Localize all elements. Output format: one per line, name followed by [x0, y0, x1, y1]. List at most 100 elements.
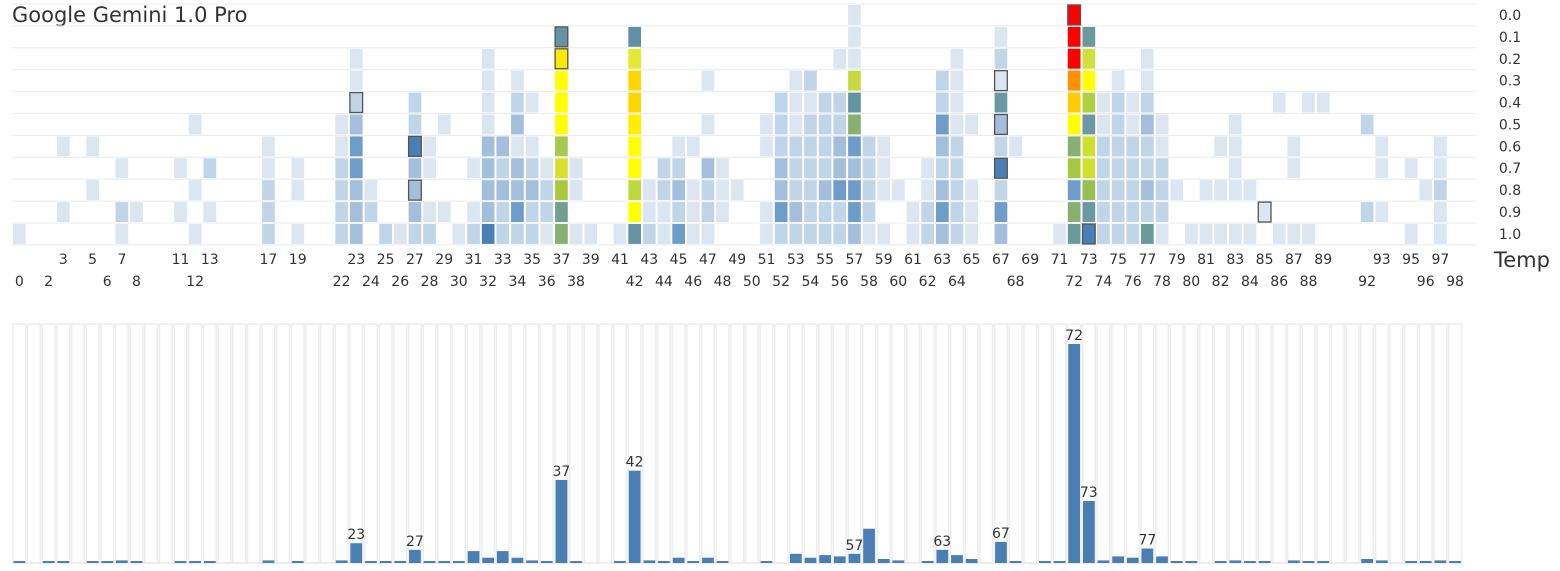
heatmap-cell — [862, 202, 876, 222]
bar — [555, 479, 568, 563]
bar — [643, 560, 656, 563]
heatmap-cell — [407, 135, 422, 157]
bar-column-bg — [774, 323, 789, 564]
heatmap-x-tick: 5 — [88, 252, 97, 268]
heatmap-y-tick: 0.6 — [1499, 139, 1521, 155]
heatmap-x-tick: 8 — [132, 274, 141, 290]
heatmap-cell — [1082, 114, 1096, 135]
heatmap-cell — [672, 202, 685, 222]
heatmap-cell — [628, 202, 641, 222]
heatmap-cell — [335, 180, 348, 201]
bar — [921, 561, 934, 563]
bar — [628, 470, 641, 563]
heatmap-cell — [364, 180, 378, 201]
bar-column-bg — [158, 323, 173, 564]
heatmap-x-tick: 98 — [1446, 274, 1464, 290]
bar — [892, 560, 905, 563]
heatmap-cell — [760, 136, 773, 157]
heatmap-cell — [1082, 202, 1096, 222]
heatmap-cell — [1155, 158, 1169, 179]
heatmap-cell — [833, 180, 847, 201]
heatmap-cell — [174, 202, 187, 222]
heatmap-x-tick: 97 — [1431, 252, 1449, 268]
heatmap-cell — [1229, 180, 1242, 201]
bar-column-bg — [1242, 323, 1258, 564]
heatmap-cell — [1155, 136, 1169, 157]
heatmap-x-tick: 54 — [801, 274, 819, 290]
heatmap-cell — [774, 114, 788, 135]
bar-column-bg — [568, 323, 584, 564]
bar — [672, 557, 685, 563]
heatmap-cell — [1067, 26, 1081, 47]
bar — [174, 561, 187, 563]
heatmap-cell — [993, 113, 1008, 136]
heatmap-cell — [555, 158, 568, 179]
bar — [438, 561, 451, 563]
bar — [1288, 560, 1300, 563]
heatmap-cell — [1097, 202, 1110, 222]
heatmap-cell — [1111, 114, 1125, 135]
bar — [453, 561, 465, 563]
heatmap-cell — [569, 224, 583, 244]
bar-data-label: 73 — [1080, 485, 1098, 501]
heatmap-cell — [921, 224, 934, 244]
heatmap-cell — [1434, 202, 1447, 222]
heatmap-cell — [407, 179, 422, 201]
bar — [1068, 344, 1080, 563]
heatmap-cell — [467, 158, 480, 179]
heatmap-cell — [1141, 180, 1154, 201]
bar-column-bg — [495, 323, 510, 564]
heatmap-cell — [349, 91, 364, 114]
bar-column-bg — [1272, 323, 1287, 564]
heatmap-cell — [936, 114, 949, 135]
heatmap-cell — [1375, 202, 1389, 222]
bar — [570, 561, 582, 563]
bar — [1053, 561, 1066, 563]
heatmap-cell — [818, 202, 832, 222]
heatmap-cell — [1067, 92, 1081, 113]
heatmap-cell — [554, 26, 569, 48]
bar-data-label: 72 — [1065, 328, 1083, 344]
heatmap-cell — [467, 202, 480, 222]
heatmap-x-tick: 88 — [1300, 274, 1318, 290]
bar-column-bg — [1008, 323, 1023, 564]
heatmap-cell — [1067, 202, 1081, 222]
heatmap-x-tick: 89 — [1314, 252, 1332, 268]
heatmap-cell — [1067, 224, 1081, 244]
heatmap-cell — [423, 158, 436, 179]
heatmap-cell — [950, 48, 964, 69]
heatmap-cell — [643, 202, 656, 222]
bar-column-bg — [891, 323, 906, 564]
heatmap-x-tick: 76 — [1124, 274, 1142, 290]
heatmap-cell — [877, 180, 891, 201]
heatmap-cell — [584, 224, 598, 244]
heatmap-x-tick: 64 — [948, 274, 966, 290]
bar-column-bg — [1213, 323, 1228, 564]
bar — [335, 560, 348, 563]
bar-column-bg — [1316, 323, 1331, 564]
heatmap-cell — [1141, 114, 1154, 135]
heatmap-cell — [950, 70, 964, 91]
heatmap-cell — [848, 92, 861, 113]
heatmap-cell — [1097, 114, 1110, 135]
heatmap-cell — [921, 180, 934, 201]
heatmap-cell — [555, 202, 568, 222]
bar-column-bg — [1023, 323, 1038, 564]
heatmap-cell — [496, 224, 510, 244]
heatmap-cell — [672, 158, 685, 179]
heatmap-cell — [437, 202, 451, 222]
heatmap-cell — [1053, 224, 1066, 244]
bar-column-bg — [1345, 323, 1360, 564]
heatmap-x-tick: 2 — [44, 274, 53, 290]
bar — [1156, 556, 1168, 563]
heatmap-cell — [936, 158, 949, 179]
heatmap-cell — [555, 114, 568, 135]
bar — [204, 561, 216, 563]
heatmap-cell — [130, 202, 143, 222]
heatmap-x-tick: 81 — [1197, 252, 1215, 268]
bar — [1258, 561, 1271, 563]
heatmap-cell — [423, 224, 436, 244]
heatmap-cell — [1126, 114, 1140, 135]
heatmap-x-tick: 63 — [933, 252, 951, 268]
